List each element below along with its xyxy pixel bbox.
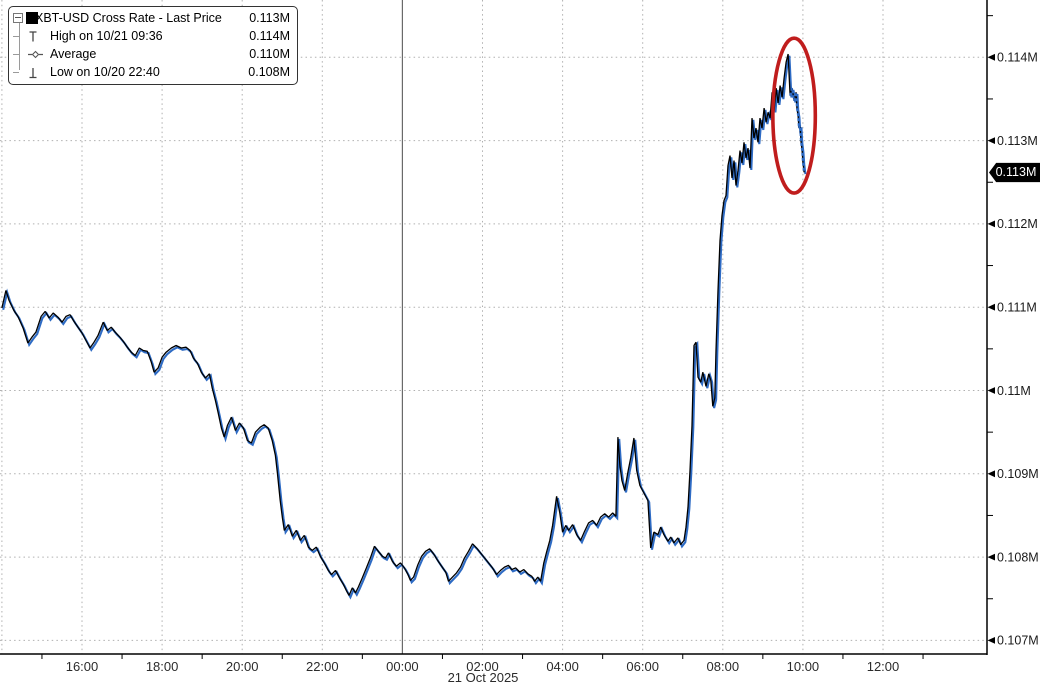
y-tick-label: 0.111M xyxy=(997,301,1037,315)
last-price-badge: 0.113M xyxy=(989,162,1040,183)
x-tick-label: 08:00 xyxy=(707,659,740,674)
x-tick-label: 10:00 xyxy=(787,659,820,674)
y-tick-arrow-icon xyxy=(987,137,995,144)
price-line xyxy=(1,53,805,596)
legend-series-value: 0.113M xyxy=(249,11,290,25)
x-tick-label: 04:00 xyxy=(546,659,579,674)
legend-average-label: Average xyxy=(50,47,97,61)
x-axis-date-label: 21 Oct 2025 xyxy=(447,670,519,685)
y-tick-arrow-icon xyxy=(987,220,995,228)
low-marker-icon xyxy=(28,66,50,79)
price-line-latest-segment xyxy=(789,87,806,173)
legend-high-value: 0.114M xyxy=(249,29,290,43)
y-tick-label: 0.109M xyxy=(997,467,1039,481)
legend-row-high[interactable]: High on 10/21 09:36 0.114M xyxy=(13,27,290,45)
y-tick-arrow-icon xyxy=(987,470,995,478)
y-tick-arrow-icon xyxy=(987,53,995,61)
legend-high-label: High on 10/21 09:36 xyxy=(50,29,163,43)
legend-row-low[interactable]: Low on 10/20 22:40 0.108M xyxy=(13,63,290,81)
x-tick-label: 02:00 xyxy=(466,659,499,674)
x-tick-label: 00:00 xyxy=(386,659,419,674)
y-tick-label: 0.114M xyxy=(997,51,1038,65)
legend-average-value: 0.110M xyxy=(249,47,290,61)
x-tick-label: 20:00 xyxy=(226,659,259,674)
chart-legend[interactable]: XBT-USD Cross Rate - Last Price 0.113M H… xyxy=(8,6,298,85)
y-tick-label: 0.112M xyxy=(997,217,1038,231)
legend-series-label: XBT-USD Cross Rate - Last Price xyxy=(35,11,222,25)
y-tick-label: 0.113M xyxy=(997,134,1038,148)
average-marker-icon xyxy=(28,50,50,59)
y-tick-arrow-icon xyxy=(987,637,995,644)
y-tick-label: 0.11M xyxy=(997,384,1031,398)
high-marker-icon xyxy=(28,30,50,43)
y-tick-label: 0.107M xyxy=(997,634,1039,648)
series-swatch-icon[interactable] xyxy=(13,12,38,24)
collapse-toggle-icon[interactable] xyxy=(13,13,23,23)
legend-row-average[interactable]: Average 0.110M xyxy=(13,45,290,63)
y-tick-arrow-icon xyxy=(987,303,995,311)
y-tick-arrow-icon xyxy=(987,553,995,561)
x-tick-label: 12:00 xyxy=(867,659,900,674)
price-line-shadow xyxy=(2,55,807,600)
legend-row-last-price[interactable]: XBT-USD Cross Rate - Last Price 0.113M xyxy=(13,9,290,27)
y-tick-arrow-icon xyxy=(987,387,995,394)
x-tick-label: 22:00 xyxy=(306,659,339,674)
legend-low-value: 0.108M xyxy=(248,65,290,79)
y-tick-label: 0.108M xyxy=(997,550,1039,564)
x-tick-label: 06:00 xyxy=(626,659,659,674)
x-tick-label: 16:00 xyxy=(66,659,99,674)
legend-tree-line xyxy=(19,23,20,70)
legend-low-label: Low on 10/20 22:40 xyxy=(50,65,160,79)
x-tick-label: 18:00 xyxy=(146,659,179,674)
drop-annotation-ellipse xyxy=(771,36,818,195)
